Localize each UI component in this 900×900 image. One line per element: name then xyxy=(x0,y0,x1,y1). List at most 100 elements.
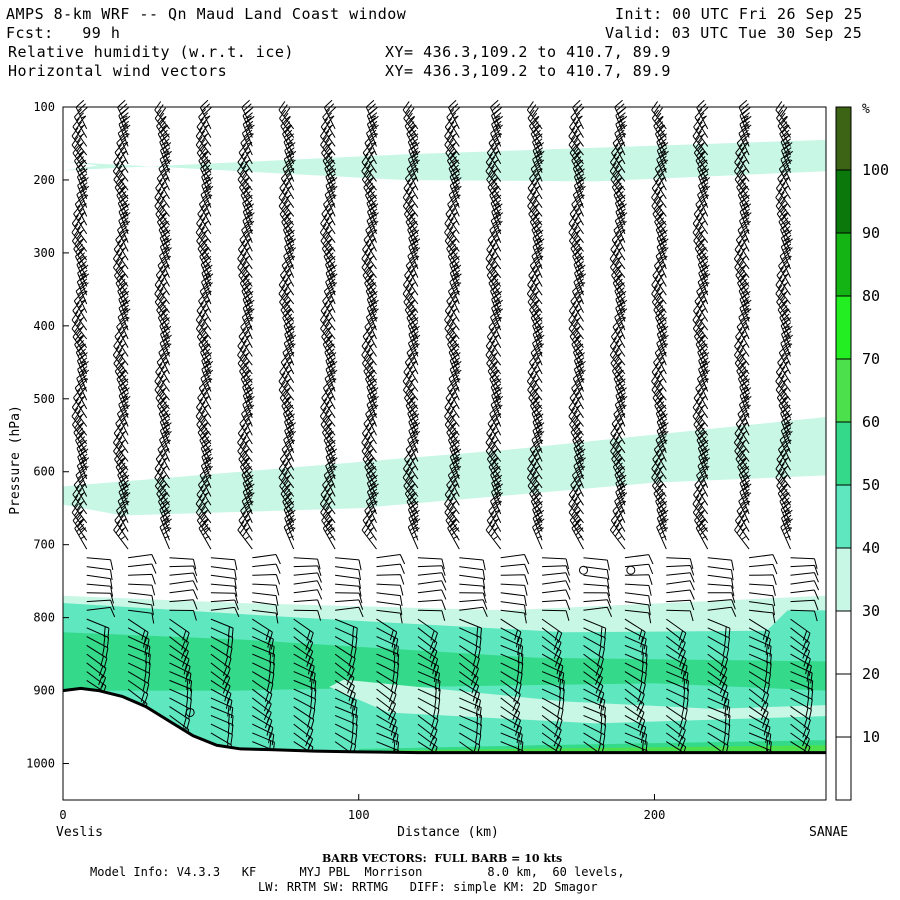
wind-barb xyxy=(321,240,336,270)
wind-barb xyxy=(780,406,793,436)
wind-barb xyxy=(114,362,129,392)
wind-barb xyxy=(324,161,337,191)
colorbar-label: 10 xyxy=(862,728,880,746)
wind-barb xyxy=(72,302,88,331)
wind-barb xyxy=(613,406,626,436)
wind-barb xyxy=(325,169,338,200)
wind-barb xyxy=(279,266,295,296)
wind-barb xyxy=(197,240,212,270)
wind-barb xyxy=(490,126,503,156)
wind-barb xyxy=(444,319,460,349)
wind-barb xyxy=(403,389,419,419)
wind-barb xyxy=(76,353,89,383)
wind-barb xyxy=(238,450,253,480)
wind-barb xyxy=(293,589,323,600)
wind-barb xyxy=(404,450,419,480)
wind-barb xyxy=(118,388,131,418)
y-tick-label: 200 xyxy=(33,173,55,187)
wind-barb xyxy=(157,257,170,287)
wind-barb xyxy=(528,354,543,383)
wind-barb xyxy=(408,423,421,453)
wind-barb xyxy=(376,609,403,624)
wind-barb xyxy=(532,143,545,173)
wind-barb xyxy=(361,170,377,200)
colorbar-label: 30 xyxy=(862,602,880,620)
wind-barb xyxy=(283,432,296,462)
wind-barbs xyxy=(71,99,820,766)
wind-barb xyxy=(572,283,585,313)
wind-barb xyxy=(568,398,584,427)
wind-barb xyxy=(195,319,212,349)
wind-barb xyxy=(157,310,170,340)
wind-barb xyxy=(698,178,711,208)
wind-barb xyxy=(665,715,686,740)
wind-barb xyxy=(252,563,281,574)
wind-barb xyxy=(569,511,584,541)
wind-barb xyxy=(169,599,198,610)
colorbar-segment xyxy=(836,296,851,359)
wind-barb xyxy=(154,459,170,489)
wind-barb xyxy=(239,231,253,261)
wind-barb xyxy=(775,179,791,208)
wind-barb xyxy=(445,205,460,235)
wind-barb xyxy=(417,599,446,610)
wind-barb xyxy=(361,153,377,182)
wind-barb xyxy=(624,583,652,596)
wind-barb xyxy=(692,319,709,349)
wind-barb xyxy=(541,662,565,684)
wind-barb xyxy=(776,389,791,419)
wind-barb xyxy=(572,161,585,191)
wind-barb xyxy=(117,196,130,226)
wind-barb xyxy=(490,467,503,497)
wind-barb xyxy=(739,484,752,515)
wind-barb xyxy=(116,318,129,348)
wind-barb xyxy=(118,108,131,138)
wind-barb xyxy=(417,662,440,684)
wind-barb xyxy=(583,627,606,649)
x-tick-label: 0 xyxy=(59,808,66,822)
wind-barb xyxy=(159,231,172,261)
wind-barb xyxy=(573,441,586,471)
wind-barb xyxy=(114,144,129,173)
wind-barb xyxy=(541,653,564,677)
wind-barb xyxy=(624,601,651,616)
wind-barb xyxy=(320,398,336,427)
wind-barb xyxy=(527,109,543,138)
wind-barb xyxy=(610,442,626,471)
wind-barb xyxy=(447,520,460,550)
wind-barb xyxy=(734,258,750,287)
wind-barb xyxy=(775,197,791,226)
wind-barb xyxy=(76,441,89,471)
wind-barb xyxy=(692,398,709,427)
wind-barb xyxy=(444,214,460,244)
wind-barb xyxy=(197,424,212,454)
axes: 100 200 300 400 500 600 700 800 900 1000 0 100 200 xyxy=(26,100,665,822)
wind-barb xyxy=(624,592,651,607)
wind-barb xyxy=(693,486,709,515)
wind-barb xyxy=(748,723,772,745)
wind-barb xyxy=(159,248,172,278)
wind-barb xyxy=(780,336,793,366)
wind-barb xyxy=(334,662,355,688)
wind-barb xyxy=(201,449,214,480)
wind-barb xyxy=(118,397,131,427)
wind-barb xyxy=(320,302,336,331)
wind-barb xyxy=(610,240,626,270)
wind-barb xyxy=(417,609,446,621)
wind-barb xyxy=(113,424,129,454)
wind-barb xyxy=(697,161,710,191)
wind-barb xyxy=(790,679,814,700)
wind-barb xyxy=(71,398,88,427)
wind-barb xyxy=(252,723,275,746)
wind-barb xyxy=(583,714,607,736)
wind-barb xyxy=(530,126,543,156)
model-info-2: LW: RRTM SW: RRTMG DIFF: simple KM: 2D S… xyxy=(258,880,598,894)
wind-barb xyxy=(282,345,295,375)
wind-barb xyxy=(459,697,482,718)
wind-barb xyxy=(734,521,750,550)
colorbar-label: 100 xyxy=(862,161,889,179)
wind-barb xyxy=(283,248,296,278)
wind-barb xyxy=(198,336,212,366)
wind-barb xyxy=(694,476,709,506)
wind-barb xyxy=(738,309,751,340)
